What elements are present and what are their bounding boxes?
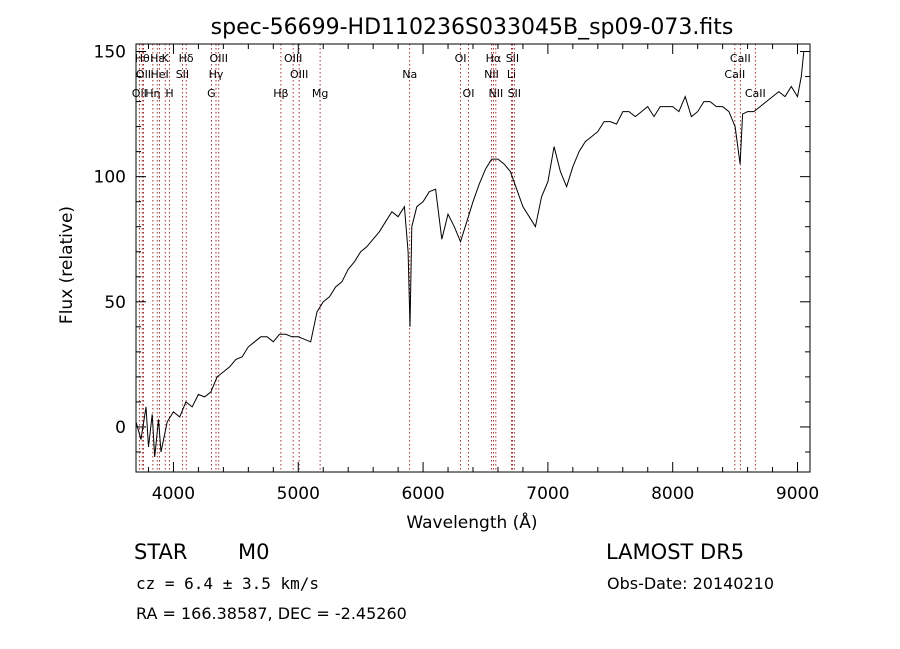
chart-title: spec-56699-HD110236S033045B_sp09-073.fit… [211,15,734,40]
line-marker-label: H [165,87,173,100]
y-tick-label: 0 [115,418,126,438]
line-marker-label: G [207,87,216,100]
line-marker-label: CaII [745,87,766,100]
line-marker-label: Na [402,68,417,81]
sky-coordinates: RA = 166.38587, DEC = -2.45260 [136,604,407,623]
line-marker-label: SII [508,87,521,100]
line-marker-label: OIII [284,52,302,65]
line-marker-label: Hθ [135,52,150,65]
line-marker-label: HeI [150,68,168,81]
series-layer [136,51,805,458]
redshift-cz: cz = 6.4 ± 3.5 km/s [136,574,320,593]
x-tick-label: 8000 [651,484,694,504]
line-marker-label: Hδ [179,52,194,65]
y-tick-label: 50 [104,293,126,313]
x-tick-label: 4000 [152,484,195,504]
y-tick-label: 150 [94,43,126,63]
line-marker-label: Mg [312,87,328,100]
line-marker-label: Hβ [273,87,288,100]
line-marker-label: K [162,52,170,65]
axis-ticks: 4000 5000 6000 7000 8000 9000 0 50 100 150 [94,43,820,504]
x-axis-label: Wavelength (Å) [406,511,537,533]
x-tick-label: 9000 [776,484,819,504]
line-marker-label: Hε [150,52,164,65]
observation-date: Obs-Date: 20140210 [607,574,775,593]
y-tick-label: 100 [94,168,126,188]
line-marker-label: Li [507,68,516,81]
x-tick-label: 7000 [526,484,569,504]
line-marker-label: SII [176,68,189,81]
x-tick-label: 5000 [277,484,320,504]
line-marker-label: OI [455,52,467,65]
object-subclass: M0 [238,540,270,564]
line-marker-label: OIII [290,68,308,81]
spectrum-line [136,51,805,458]
line-marker-label: OII [136,68,151,81]
line-marker-label: CaII [730,52,751,65]
line-marker-label: Hα [486,52,502,65]
line-marker-label: SII [506,52,519,65]
line-marker-label: NII [484,68,499,81]
spectral-line-markers: OIIHθOIIHηHεHeIKHSIIHδGHγOIIIHβOIIIOIIIM… [132,44,766,472]
line-marker-label: Hγ [209,68,224,81]
line-marker-label: OI [463,87,475,100]
line-marker-label: OIII [210,52,228,65]
y-axis-label: Flux (relative) [57,206,77,324]
line-marker-label: CaII [724,68,745,81]
x-tick-label: 6000 [401,484,444,504]
plot-frame [135,43,811,473]
survey-name: LAMOST DR5 [606,540,745,564]
object-class: STAR [134,540,188,564]
line-marker-label: NII [488,87,503,100]
line-marker-label: Hη [145,87,160,100]
